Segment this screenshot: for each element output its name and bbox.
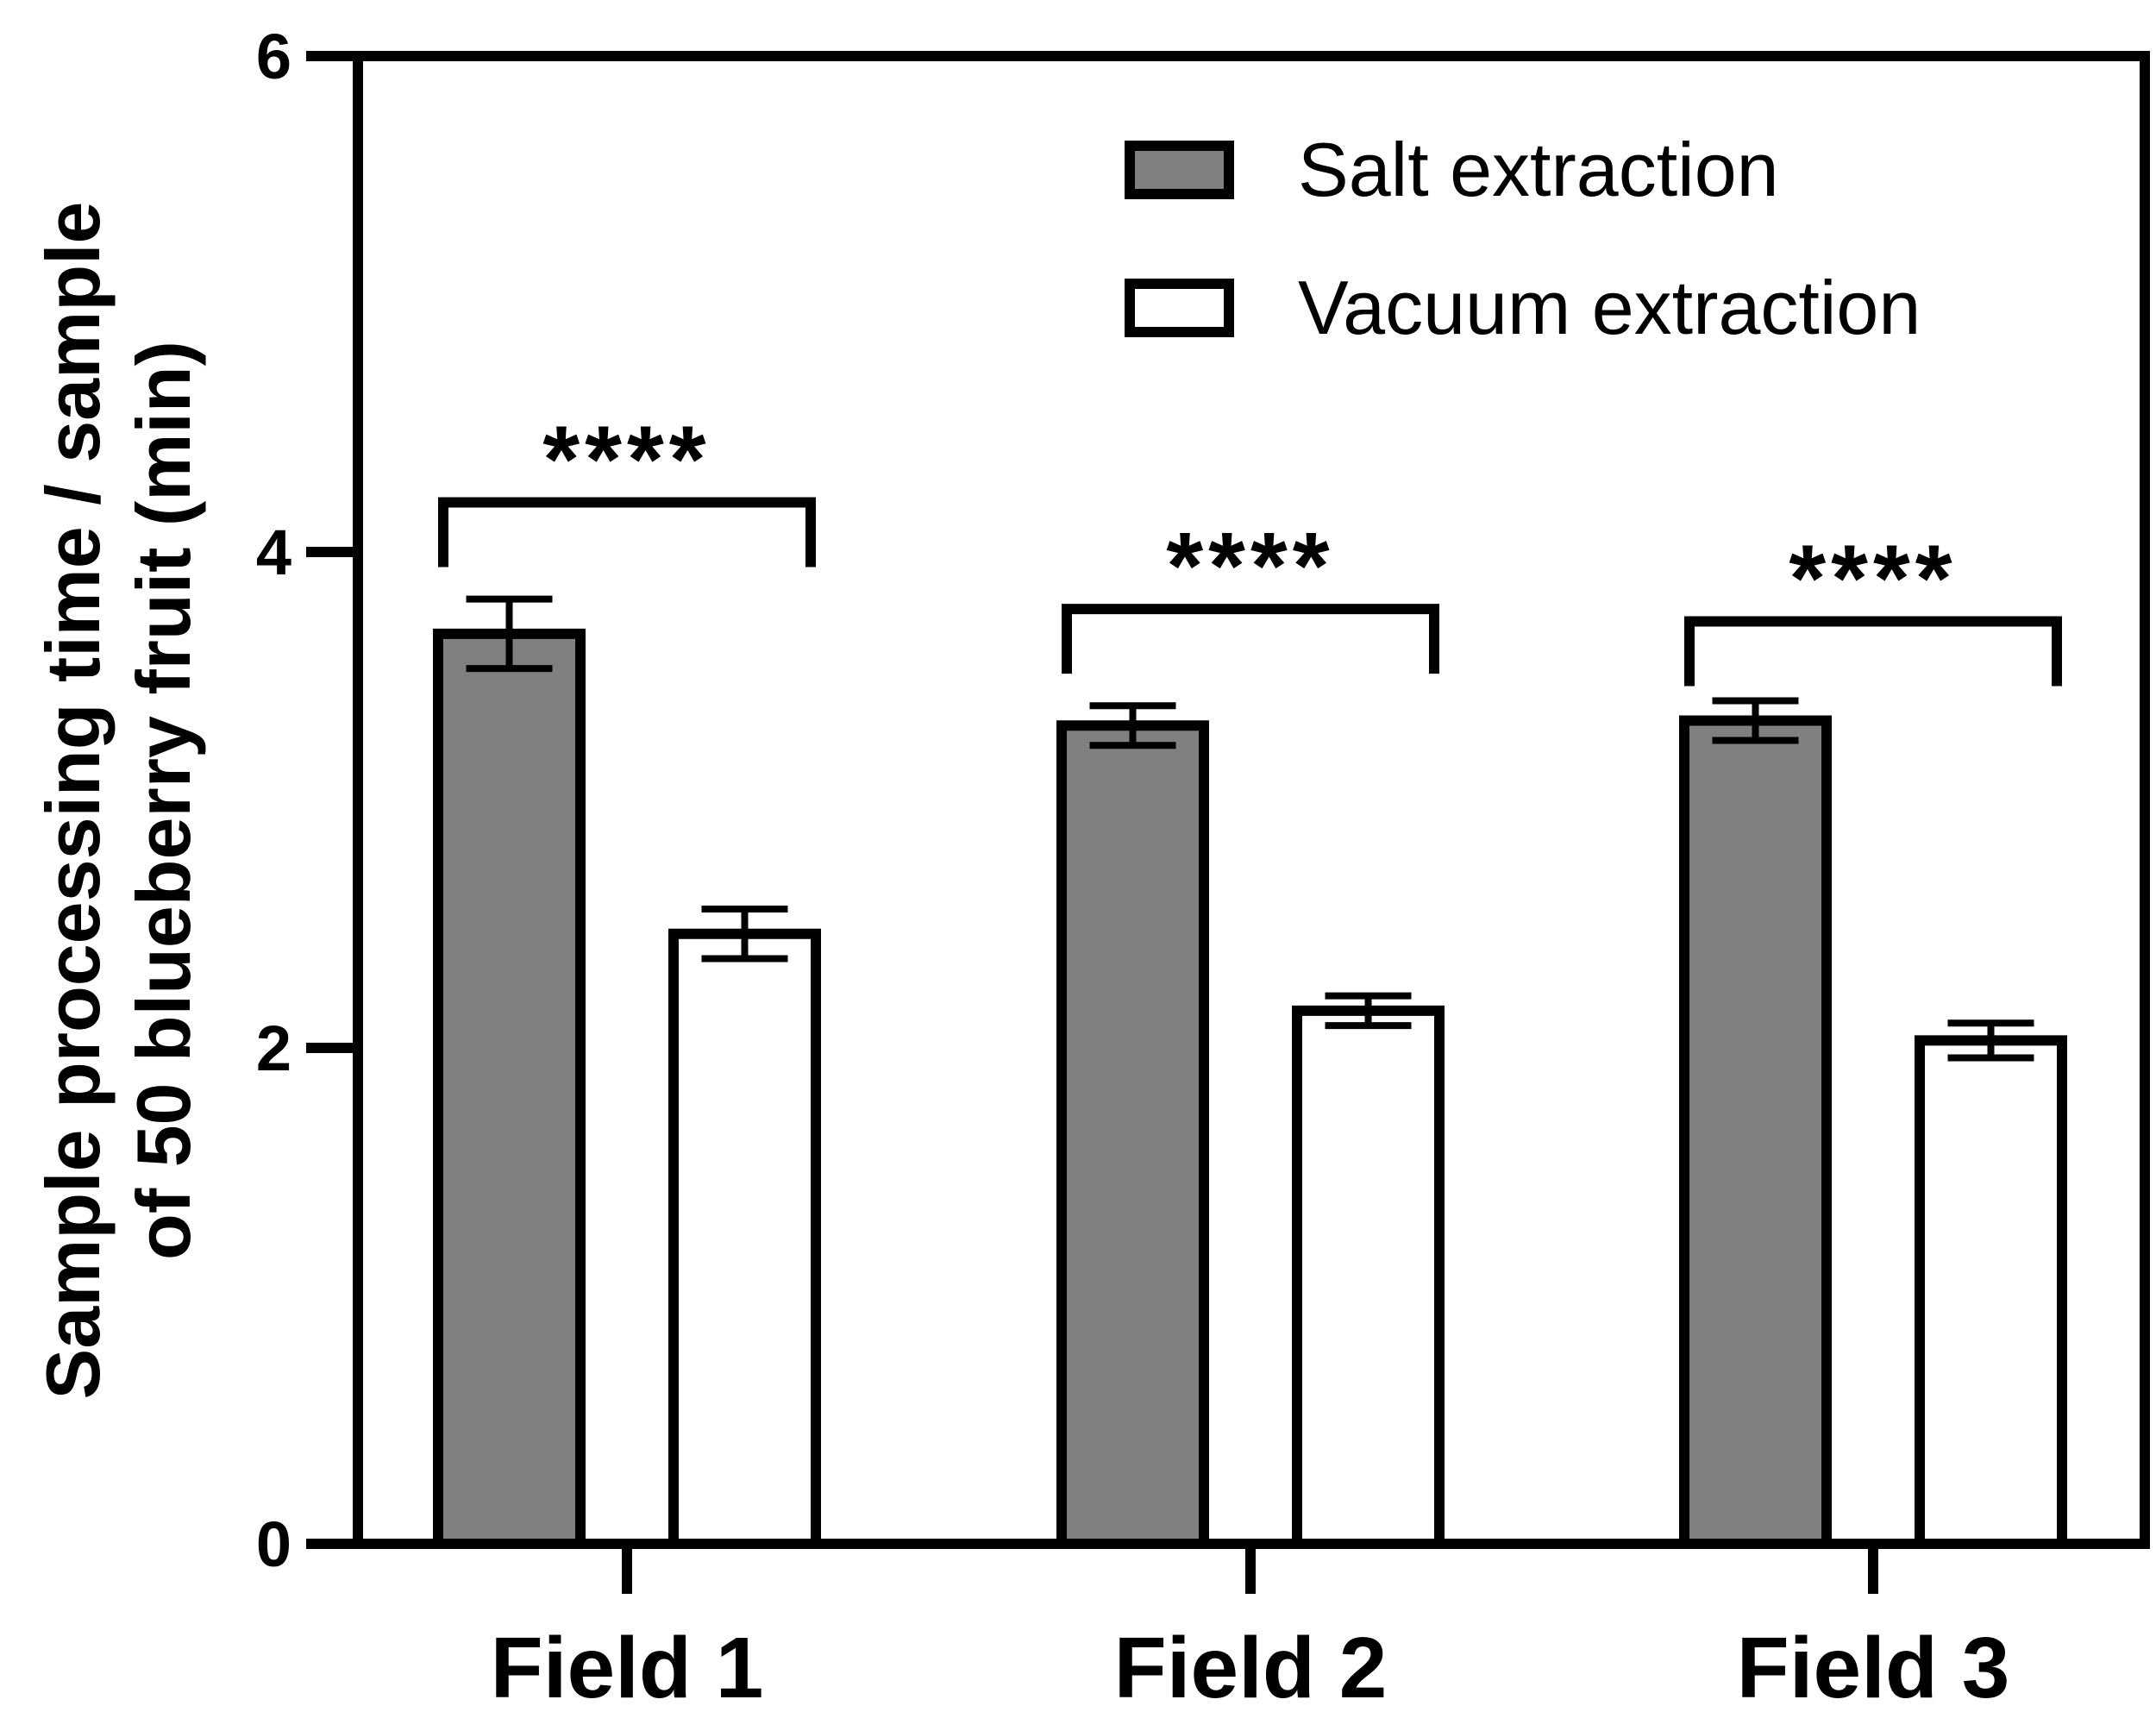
y-axis-ticks: 0 2 4 6 xyxy=(256,21,358,1580)
significance-label: **** xyxy=(542,407,711,513)
error-bars xyxy=(466,595,2034,1062)
significance-bracket xyxy=(1062,604,1439,674)
legend-label: Vacuum extraction xyxy=(1298,265,1921,350)
bar xyxy=(1915,1035,2067,1549)
y-tick-label: 4 xyxy=(256,517,291,588)
y-axis-label-line: of 50 blueberry fruit (min) xyxy=(121,341,206,1260)
bar xyxy=(1679,715,1832,1549)
significance-label: **** xyxy=(1166,513,1334,619)
significance-bracket xyxy=(438,497,816,568)
significance-bracket xyxy=(1684,616,2062,687)
significance-label: **** xyxy=(1789,526,1957,632)
legend-swatch xyxy=(1125,141,1234,199)
y-axis-label: Sample processing time / sample of 50 blu… xyxy=(30,202,206,1400)
bars xyxy=(433,628,2067,1549)
y-tick-label: 0 xyxy=(256,1508,291,1580)
x-tick-label: Field 3 xyxy=(1737,1620,2010,1708)
y-axis-label-line: Sample processing time / sample xyxy=(30,202,116,1400)
y-tick-label: 2 xyxy=(256,1013,291,1084)
bar xyxy=(1056,720,1209,1549)
legend-label: Salt extraction xyxy=(1298,127,1779,212)
legend-swatch xyxy=(1125,279,1234,337)
x-tick-label: Field 2 xyxy=(1114,1620,1388,1708)
bar xyxy=(668,928,821,1549)
bar xyxy=(433,628,586,1549)
bar xyxy=(1292,1005,1445,1549)
x-axis-ticks: Field 1 Field 2 Field 3 xyxy=(491,1544,2010,1712)
y-tick-label: 6 xyxy=(256,21,291,92)
legend: Salt extraction Vacuum extraction xyxy=(1125,127,1921,350)
x-tick-label: Field 1 xyxy=(491,1620,764,1708)
significance-annotations: **** **** **** xyxy=(438,407,2062,687)
